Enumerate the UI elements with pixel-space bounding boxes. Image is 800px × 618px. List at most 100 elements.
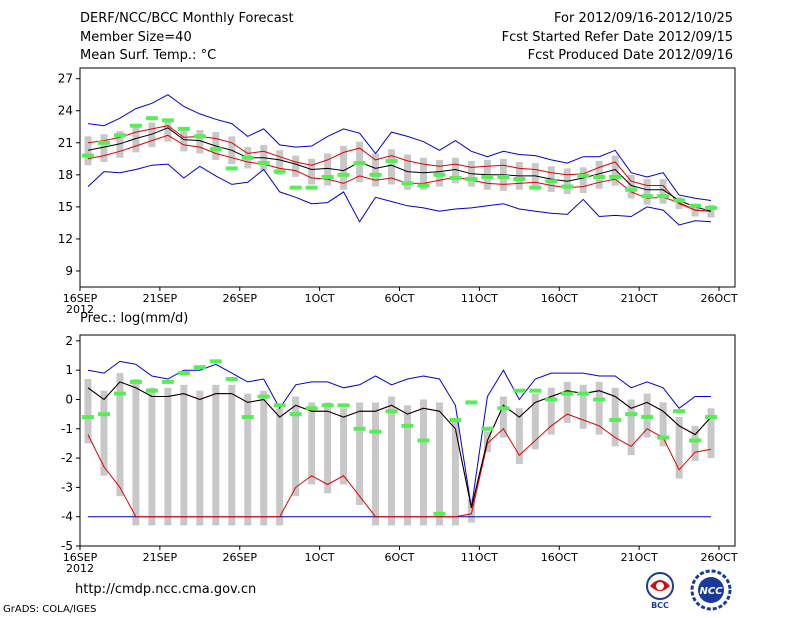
temp-median-marker: [81, 153, 94, 158]
prec-x-tick-label: 11OCT: [461, 551, 498, 564]
prec-box: [388, 396, 396, 526]
prec-box: [675, 417, 683, 479]
prec-box: [260, 390, 268, 526]
prec-median-marker: [657, 435, 670, 440]
prec-y-tick-label: -3: [61, 480, 73, 494]
temp-y-tick-label: 24: [58, 104, 73, 118]
prec-box: [212, 384, 220, 526]
temp-box: [451, 157, 459, 184]
prec-box: [116, 373, 124, 497]
prec-box: [308, 402, 316, 485]
temp-median-marker: [481, 174, 494, 179]
temp-y-tick-label: 12: [58, 232, 73, 246]
prec-box: [372, 402, 380, 526]
temp-mean-line: [87, 127, 712, 212]
temp-x-tick-label: 16SEP: [63, 292, 98, 305]
prec-y-tick-label: -1: [61, 422, 73, 436]
temp-y-tick-label: 9: [65, 264, 73, 278]
started-date: Fcst Started Refer Date 2012/09/15: [501, 30, 733, 45]
temp-box: [643, 179, 651, 205]
prec-x-tick-label: 26OCT: [700, 551, 737, 564]
temp-median-marker: [401, 181, 414, 186]
temp-lower-line: [87, 134, 712, 212]
prec-median-marker: [545, 397, 558, 402]
temp-median-marker: [545, 179, 558, 184]
temp-box: [611, 155, 619, 186]
prec-box: [531, 393, 539, 450]
prec-box: [691, 425, 699, 462]
prec-x-tick-label: 6OCT: [384, 551, 414, 564]
source-url[interactable]: http://cmdp.ncc.cma.gov.cn: [75, 582, 257, 597]
temp-median-marker: [705, 205, 718, 210]
prec-y-tick-label: -5: [61, 539, 73, 553]
temp-box: [84, 136, 92, 166]
prec-box: [611, 387, 619, 447]
prec-median-marker: [273, 403, 286, 408]
temp-box: [164, 119, 172, 142]
grads-credit: GrADS: COLA/IGES: [3, 604, 97, 615]
temp-x-tick-label: 6OCT: [384, 292, 414, 305]
temp-median-marker: [497, 174, 510, 179]
prec-median-marker: [465, 400, 478, 405]
temp-median-marker: [97, 140, 110, 145]
prec-median-marker: [305, 406, 318, 411]
prec-box: [324, 402, 332, 494]
temp-box: [100, 134, 108, 163]
temp-plot-frame: [79, 67, 736, 288]
prec-median-marker: [321, 403, 334, 408]
prec-x-tick-label: 21SEP: [143, 551, 178, 564]
prec-y-tick-label: -2: [61, 451, 73, 465]
temp-median-marker: [337, 172, 350, 177]
prec-box: [100, 390, 108, 476]
prec-median-marker: [129, 379, 142, 384]
ncc-logo: NCC: [690, 569, 732, 611]
prec-median-marker: [225, 376, 238, 381]
prec-box: [276, 408, 284, 526]
prec-median-marker: [177, 371, 190, 376]
prec-box: [467, 499, 475, 523]
prec-y-tick-label: -4: [61, 510, 73, 524]
temp-median-marker: [657, 194, 670, 199]
prec-box: [499, 396, 507, 438]
bcc-logo-text: BCC: [651, 601, 669, 610]
temp-min-line: [87, 94, 712, 201]
temp-box: [372, 153, 380, 187]
prec-x-tick-label: 16OCT: [541, 551, 578, 564]
temp-box: [340, 145, 348, 190]
prec-median-marker: [81, 415, 94, 420]
prec-box: [659, 402, 667, 447]
temp-year-label: 2012: [66, 303, 94, 316]
prec-median-marker: [113, 391, 126, 396]
prec-median-marker: [193, 365, 206, 370]
temp-median-marker: [193, 134, 206, 139]
prec-box: [419, 399, 427, 526]
temp-box: [180, 131, 188, 152]
prec-median-marker: [625, 412, 638, 417]
forecast-period: For 2012/09/16-2012/10/25: [554, 11, 733, 26]
temp-median-marker: [625, 187, 638, 192]
prec-box: [515, 408, 523, 464]
prec-box: [627, 399, 635, 456]
temp-box: [707, 204, 715, 218]
prec-box: [595, 381, 603, 435]
prec-box: [292, 396, 300, 497]
temp-median-marker: [593, 174, 606, 179]
temp-box: [308, 158, 316, 185]
prec-box: [228, 384, 236, 526]
prec-median-marker: [673, 409, 686, 414]
prec-median-marker: [481, 426, 494, 431]
temp-median-marker: [561, 184, 574, 189]
prec-median-marker: [433, 511, 446, 516]
prec-box: [547, 387, 555, 435]
temp-max-line: [87, 163, 712, 226]
temp-median-marker: [241, 155, 254, 160]
temp-median-marker: [161, 118, 174, 123]
prec-mean-line: [87, 381, 712, 509]
temp-box: [388, 149, 396, 185]
temp-box: [579, 167, 587, 193]
temp-median-marker: [609, 174, 622, 179]
prec-max-line: [87, 360, 711, 508]
temp-median-marker: [529, 185, 542, 190]
temp-x-tick-label: 21OCT: [621, 292, 658, 305]
